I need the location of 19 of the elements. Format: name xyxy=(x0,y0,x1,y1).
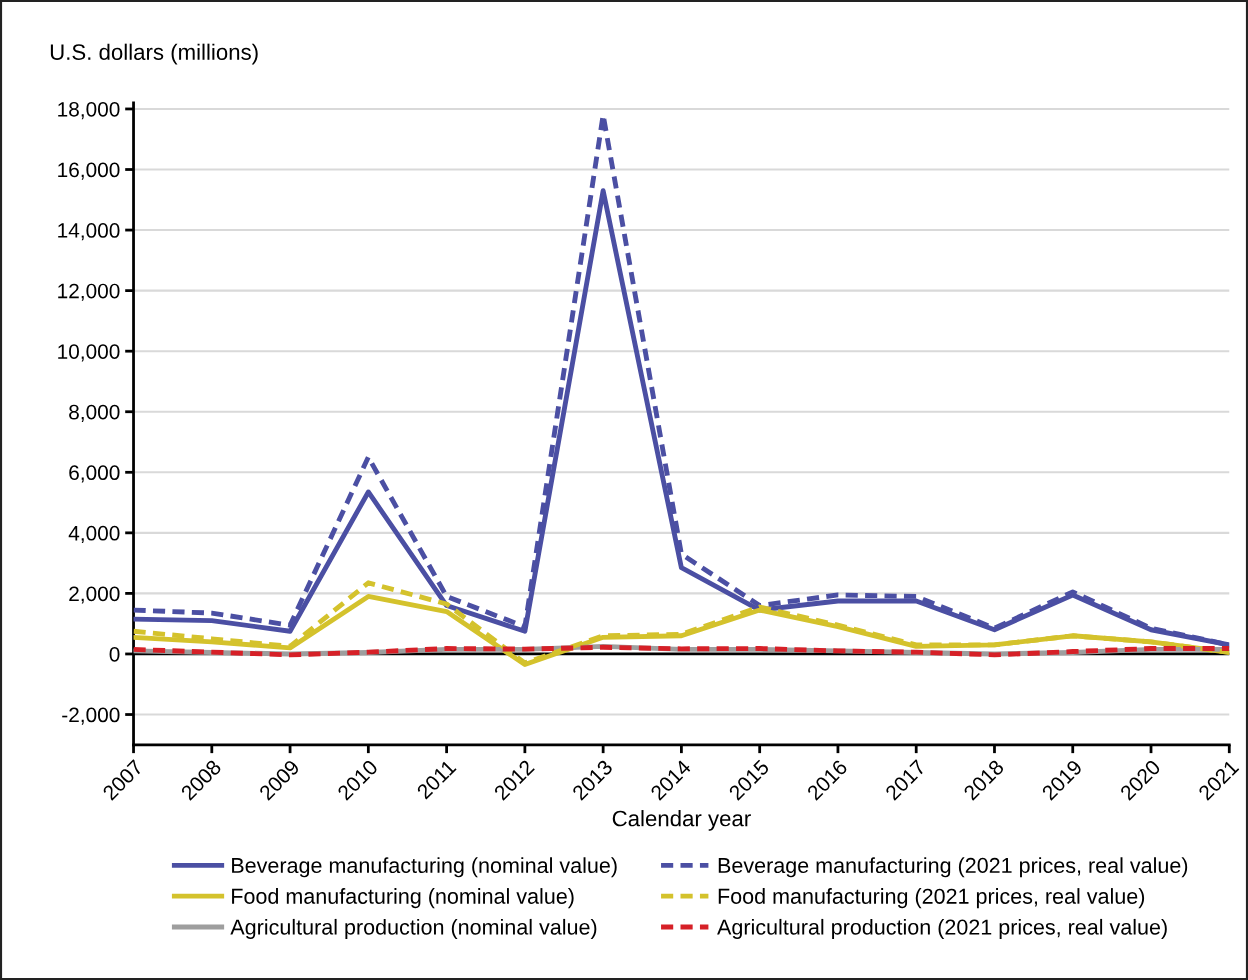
y-tick-label: -2,000 xyxy=(62,707,120,725)
legend-label: Beverage manufacturing (nominal value) xyxy=(232,857,617,878)
y-axis-title: U.S. dollars (millions) xyxy=(50,43,258,65)
legend-label: Food manufacturing (nominal value) xyxy=(232,888,574,909)
y-tick-label: 4,000 xyxy=(68,525,120,544)
y-tick-label: 0 xyxy=(109,646,120,662)
x-axis-title: Calendar year xyxy=(612,810,751,831)
legend-label: Agricultural production (nominal value) xyxy=(230,918,597,939)
legend-label: Beverage manufacturing (2021 prices, real value) xyxy=(718,857,1188,878)
y-tick-label: 8,000 xyxy=(69,404,120,422)
legend-label: Agricultural production (2021 prices, real value) xyxy=(717,918,1167,939)
y-tick-label: 6,000 xyxy=(69,465,120,483)
y-tick-label: 16,000 xyxy=(58,162,120,180)
y-tick-label: 14,000 xyxy=(58,223,120,241)
y-tick-label: 18,000 xyxy=(58,101,120,120)
y-tick-label: 10,000 xyxy=(58,344,120,362)
legend-label: Food manufacturing (2021 prices, real value) xyxy=(718,888,1145,909)
y-tick-label: 2,000 xyxy=(69,586,120,604)
y-tick-label: 12,000 xyxy=(58,283,120,301)
